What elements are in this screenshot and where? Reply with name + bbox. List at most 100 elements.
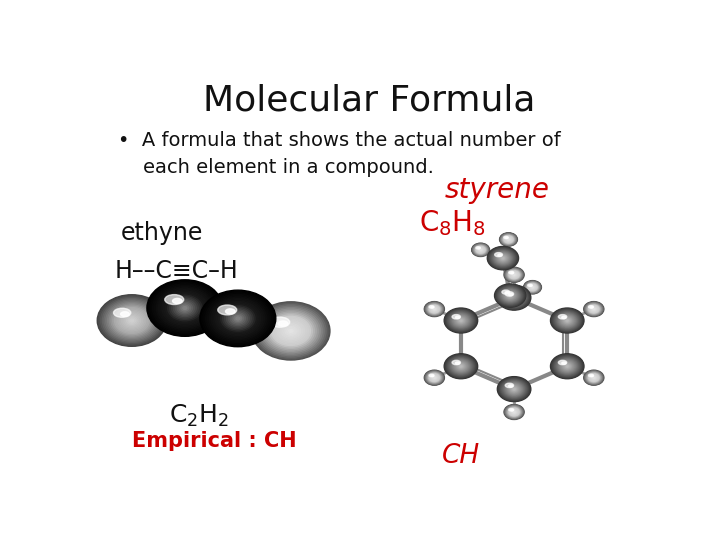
Circle shape (477, 247, 485, 253)
Circle shape (591, 375, 597, 380)
Circle shape (593, 377, 595, 379)
Ellipse shape (504, 237, 508, 239)
Circle shape (504, 291, 516, 300)
Circle shape (508, 293, 520, 302)
Circle shape (444, 354, 477, 379)
Circle shape (510, 386, 518, 392)
Circle shape (221, 306, 255, 331)
Circle shape (474, 245, 487, 255)
Circle shape (504, 267, 524, 282)
Circle shape (562, 362, 572, 370)
Circle shape (554, 356, 580, 376)
Circle shape (432, 307, 437, 311)
Circle shape (590, 307, 598, 312)
Circle shape (449, 312, 472, 329)
Circle shape (179, 304, 191, 312)
Circle shape (455, 362, 467, 370)
Circle shape (512, 273, 516, 276)
Circle shape (431, 375, 438, 380)
Circle shape (495, 284, 526, 307)
Circle shape (507, 269, 521, 280)
Circle shape (458, 364, 464, 369)
Circle shape (285, 327, 297, 335)
Circle shape (586, 372, 601, 383)
Circle shape (562, 316, 573, 325)
Circle shape (529, 285, 536, 289)
Circle shape (449, 357, 472, 375)
Circle shape (503, 290, 518, 301)
Ellipse shape (429, 374, 434, 377)
Circle shape (505, 268, 523, 281)
Circle shape (554, 311, 580, 330)
Circle shape (431, 375, 437, 380)
Circle shape (106, 301, 158, 340)
Circle shape (585, 371, 603, 384)
Circle shape (508, 293, 521, 302)
Circle shape (512, 410, 516, 414)
Circle shape (500, 379, 528, 400)
Circle shape (585, 303, 603, 315)
Circle shape (508, 384, 521, 394)
Circle shape (275, 319, 307, 342)
Circle shape (222, 307, 253, 330)
Circle shape (200, 290, 276, 347)
Circle shape (428, 304, 441, 314)
Circle shape (176, 301, 194, 315)
Text: Empirical : CH: Empirical : CH (132, 431, 297, 451)
Circle shape (496, 253, 510, 264)
Ellipse shape (217, 305, 237, 315)
Circle shape (505, 237, 513, 242)
Circle shape (504, 382, 524, 396)
Circle shape (590, 375, 598, 381)
Ellipse shape (530, 285, 532, 286)
Circle shape (591, 307, 597, 312)
Circle shape (513, 274, 515, 275)
Circle shape (509, 386, 519, 393)
Circle shape (114, 308, 149, 333)
Ellipse shape (456, 362, 459, 364)
Circle shape (429, 374, 439, 381)
Circle shape (451, 313, 471, 328)
Ellipse shape (505, 292, 513, 296)
Circle shape (499, 378, 529, 400)
Circle shape (558, 314, 577, 327)
Circle shape (454, 361, 467, 371)
Circle shape (225, 308, 251, 328)
Circle shape (503, 381, 525, 397)
Ellipse shape (510, 409, 513, 411)
Text: styrene: styrene (444, 176, 549, 204)
Circle shape (503, 235, 515, 244)
Circle shape (531, 286, 534, 288)
Circle shape (498, 377, 530, 401)
Circle shape (509, 271, 519, 279)
Circle shape (511, 273, 517, 277)
Circle shape (456, 363, 465, 369)
Circle shape (564, 318, 570, 323)
Circle shape (459, 364, 464, 368)
Circle shape (456, 317, 466, 324)
Circle shape (202, 292, 274, 345)
Circle shape (508, 270, 521, 280)
Circle shape (500, 379, 528, 399)
Ellipse shape (559, 315, 567, 319)
Circle shape (513, 388, 516, 390)
Ellipse shape (509, 408, 514, 411)
Circle shape (557, 359, 577, 374)
Circle shape (591, 307, 596, 311)
Circle shape (505, 237, 512, 242)
Circle shape (563, 363, 572, 369)
Circle shape (170, 297, 200, 319)
Circle shape (510, 409, 518, 415)
Circle shape (559, 360, 575, 373)
Circle shape (489, 248, 517, 268)
Circle shape (456, 362, 466, 370)
Circle shape (498, 287, 522, 305)
Ellipse shape (495, 253, 503, 256)
Circle shape (501, 234, 516, 245)
Circle shape (444, 308, 477, 333)
Circle shape (267, 313, 315, 348)
Circle shape (506, 406, 522, 418)
Circle shape (505, 268, 523, 281)
Circle shape (480, 249, 481, 250)
Circle shape (147, 280, 222, 336)
